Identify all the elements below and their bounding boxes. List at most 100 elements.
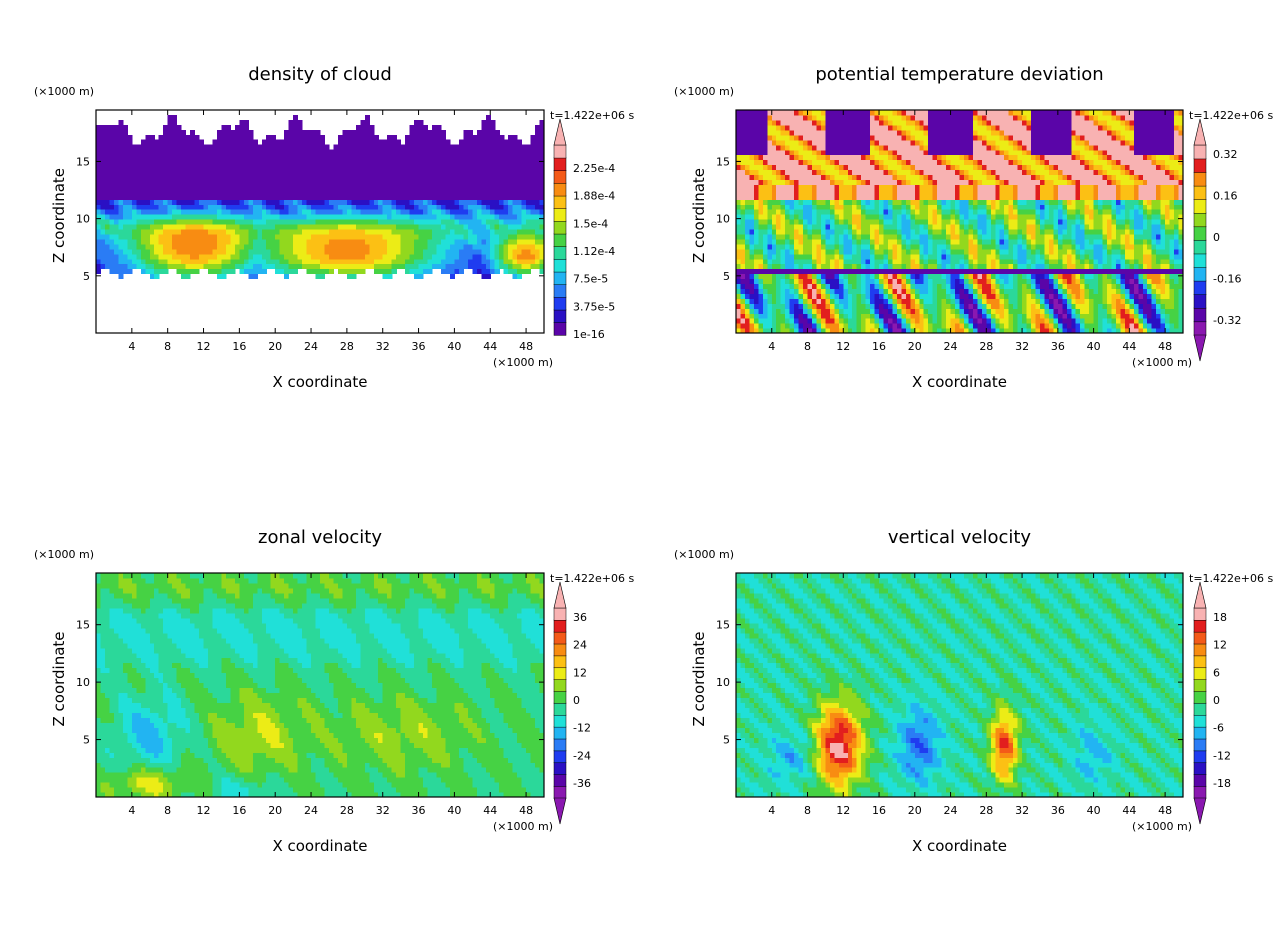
heatmap-cell (109, 268, 115, 275)
heatmap-cell (140, 184, 146, 190)
heatmap-cell (834, 288, 840, 294)
heatmap-cell (744, 323, 751, 329)
heatmap-cell (499, 253, 505, 260)
heatmap-cell (825, 189, 831, 195)
heatmap-cell (136, 179, 142, 185)
heatmap-cell (167, 139, 173, 146)
heatmap-cell (749, 268, 755, 275)
heatmap-cell (861, 154, 867, 161)
heatmap-cell (423, 194, 429, 200)
heatmap-cell (163, 174, 169, 180)
heatmap-cell (337, 164, 343, 171)
heatmap-cell (454, 214, 460, 220)
heatmap-cell (852, 248, 858, 255)
heatmap-cell (910, 268, 916, 275)
heatmap-cell (767, 124, 773, 131)
heatmap-cell (194, 184, 200, 190)
heatmap-cell (149, 184, 155, 190)
heatmap-cell (539, 248, 545, 255)
heatmap-cell (194, 204, 200, 210)
heatmap-cell (221, 233, 227, 240)
heatmap-cell (499, 209, 505, 215)
heatmap-cell (847, 204, 853, 210)
heatmap-cell (740, 164, 746, 171)
heatmap-cell (736, 189, 742, 195)
heatmap-cell (736, 159, 742, 166)
heatmap-cell (896, 323, 902, 329)
heatmap-cell (203, 194, 209, 200)
heatmap-cell (874, 129, 880, 136)
heatmap-cell (109, 228, 115, 235)
heatmap-cell (279, 184, 285, 190)
heatmap-cell (476, 199, 482, 205)
heatmap-cell (794, 189, 800, 195)
heatmap-cell (96, 194, 102, 200)
heatmap-cell (811, 248, 818, 255)
heatmap-cell (364, 219, 370, 225)
heatmap-cell (874, 313, 880, 319)
heatmap-cell (414, 189, 420, 195)
heatmap-cell (284, 253, 290, 260)
heatmap-cell (508, 209, 514, 215)
heatmap-cell (789, 219, 795, 225)
heatmap-cell (145, 184, 151, 190)
heatmap-cell (333, 209, 339, 215)
heatmap-cell (239, 184, 245, 190)
heatmap-cell (467, 189, 473, 195)
heatmap-cell (100, 154, 106, 161)
heatmap-cell (937, 194, 943, 200)
heatmap-cell (870, 248, 876, 255)
heatmap-cell (838, 268, 844, 275)
heatmap-cell (418, 238, 424, 245)
heatmap-cell (861, 219, 867, 225)
heatmap-cell (874, 179, 880, 185)
heatmap-cell (820, 189, 826, 195)
heatmap-cell (423, 144, 429, 151)
heatmap-cell (328, 149, 335, 156)
heatmap-cell (185, 223, 191, 230)
heatmap-cell (937, 243, 943, 250)
heatmap-cell (122, 139, 128, 146)
heatmap-cell (467, 144, 473, 151)
heatmap-cell (467, 263, 473, 270)
heatmap-cell (928, 283, 934, 289)
heatmap-cell (816, 154, 822, 161)
heatmap-cell (856, 214, 862, 220)
heatmap-cell (414, 194, 420, 200)
heatmap-cell (163, 139, 169, 146)
heatmap-cell (870, 323, 876, 329)
heatmap-cell (266, 248, 272, 255)
heatmap-cell (485, 273, 491, 280)
heatmap-cell (919, 263, 925, 270)
heatmap-cell (440, 154, 447, 161)
heatmap-cell (333, 238, 339, 245)
heatmap-cell (131, 219, 137, 225)
heatmap-cell (333, 204, 339, 210)
heatmap-cell (266, 154, 272, 161)
heatmap-cell (216, 189, 223, 195)
heatmap-cell (136, 228, 142, 235)
heatmap-cell (212, 164, 218, 171)
heatmap-cell (807, 179, 813, 185)
heatmap-cell (270, 233, 276, 240)
heatmap-cell (472, 263, 478, 270)
heatmap-cell (118, 144, 124, 151)
heatmap-cell (266, 228, 272, 235)
heatmap-cell (400, 144, 406, 151)
heatmap-cell (847, 164, 853, 171)
heatmap-cell (176, 268, 182, 275)
heatmap-cell (780, 258, 786, 265)
heatmap-cell (346, 134, 352, 141)
heatmap-cell (901, 149, 907, 156)
heatmap-cell (454, 209, 460, 215)
heatmap-cell (467, 248, 473, 255)
heatmap-cell (96, 164, 102, 171)
heatmap-cell (874, 159, 880, 166)
heatmap-cell (266, 233, 272, 240)
heatmap-cell (320, 194, 326, 200)
heatmap-cell (373, 243, 379, 250)
heatmap-cell (131, 258, 137, 265)
heatmap-cell (512, 184, 518, 190)
heatmap-cell (521, 204, 527, 210)
heatmap-cell (355, 214, 361, 220)
